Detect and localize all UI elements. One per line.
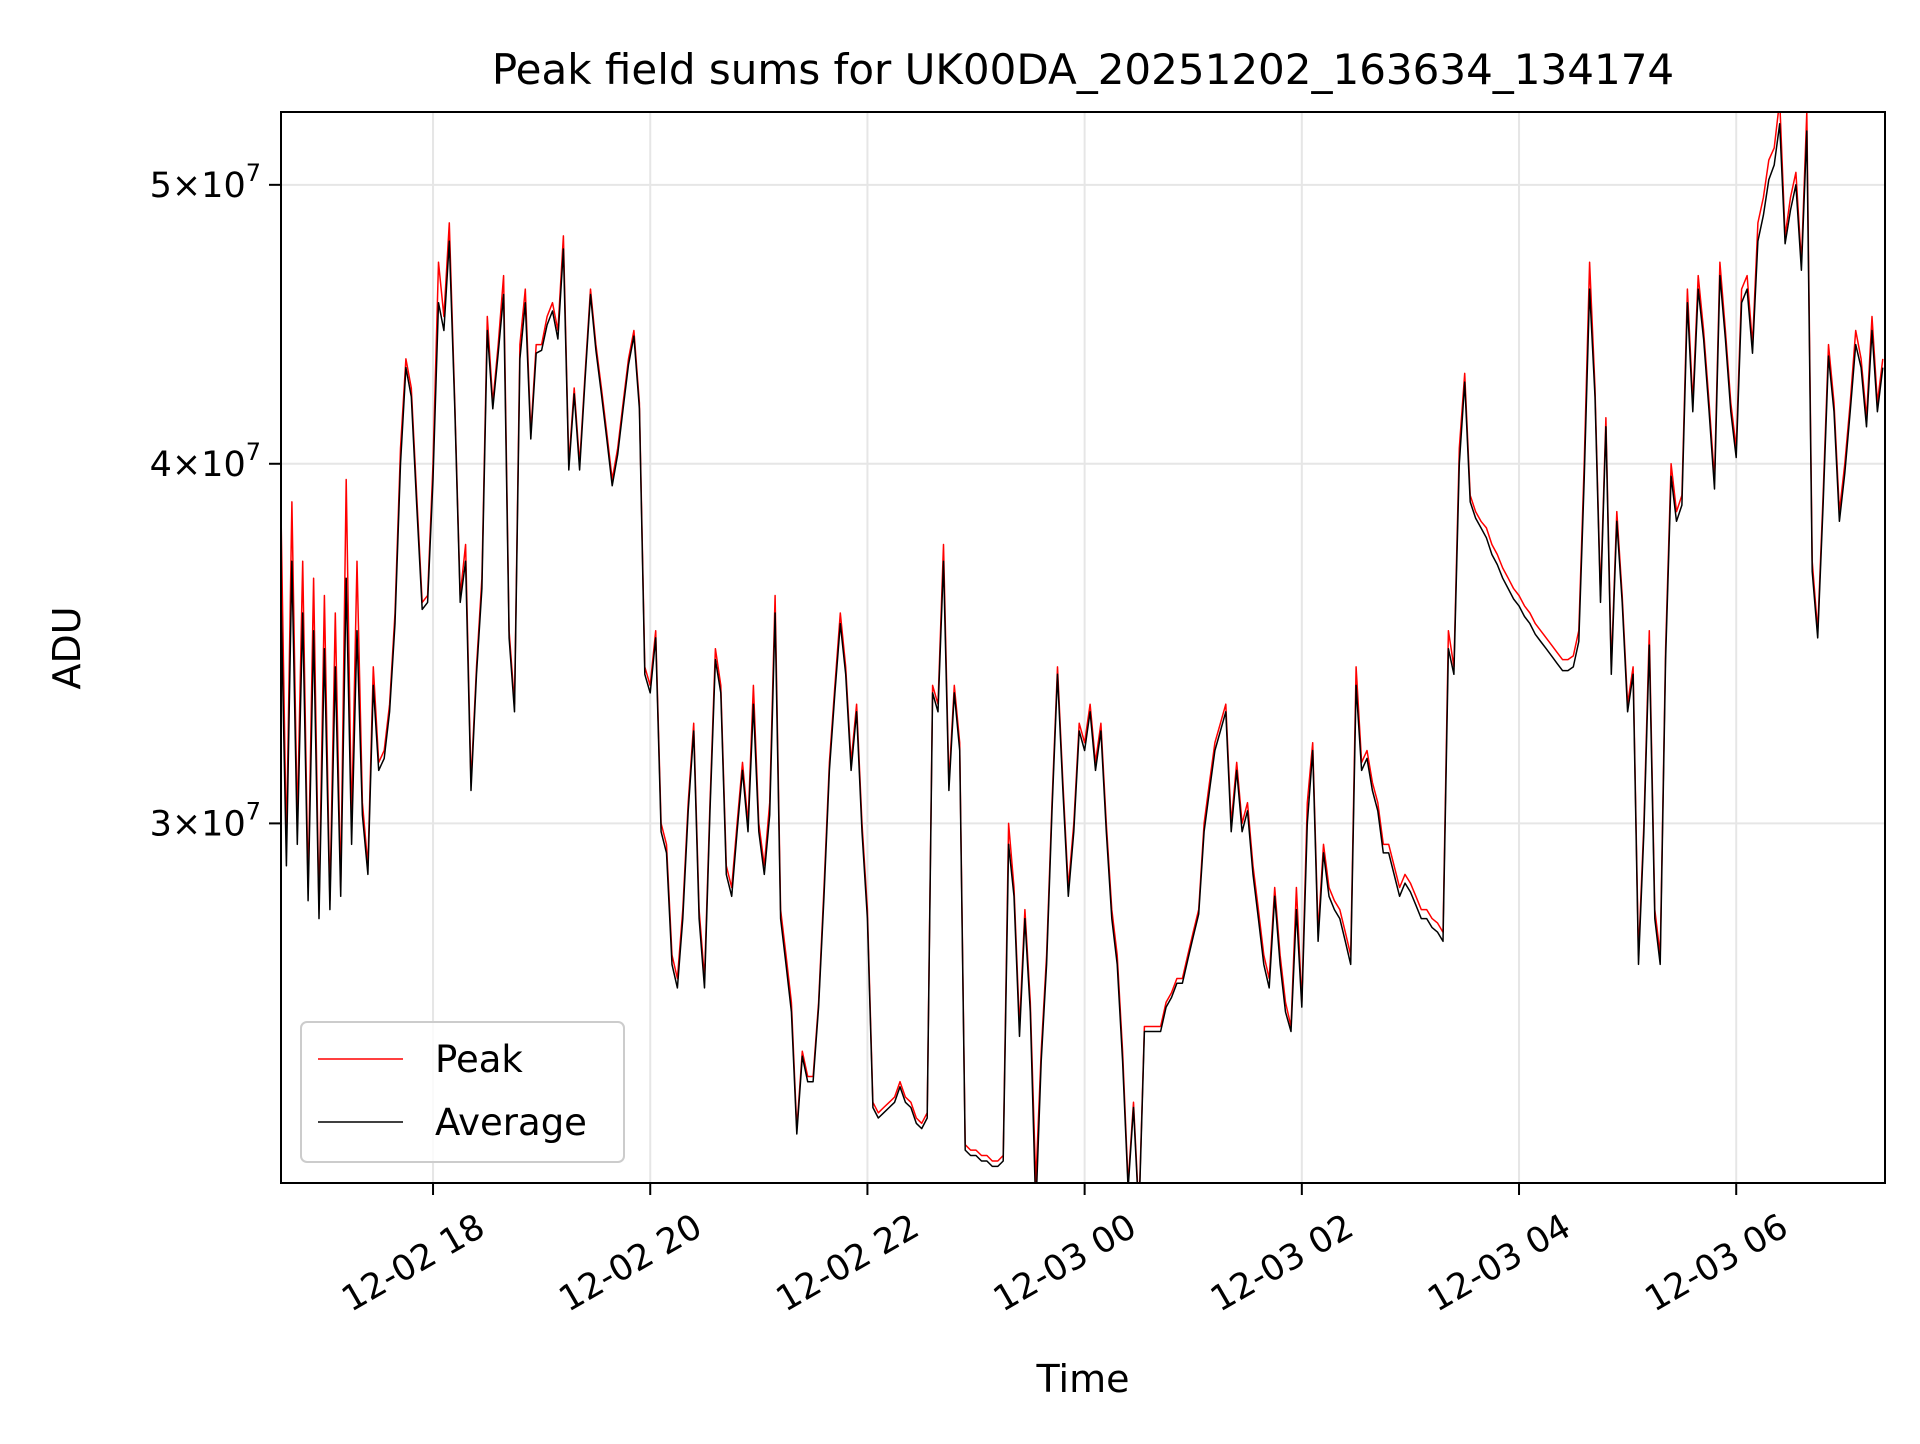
y-tick-mantissa: 4×10 [150,445,246,485]
grid-layer [281,112,1885,1183]
chart-title: Peak field sums for UK00DA_20251202_1636… [492,45,1674,94]
y-tick-mantissa: 5×10 [150,166,246,206]
legend: Peak Average [300,1021,625,1163]
plot-frame [280,111,1886,1184]
y-tick-exponent: 7 [246,159,261,187]
series-line-average [281,123,1884,1183]
y-tick-label: 5×107 [150,159,261,206]
y-tick-label: 3×107 [150,797,261,844]
legend-label-peak: Peak [435,1038,523,1081]
y-tick-mantissa: 3×10 [150,804,246,844]
y-tick-exponent: 7 [246,438,261,466]
series-layer [281,112,1884,1183]
y-tick-exponent: 7 [246,797,261,825]
legend-label-average: Average [435,1101,587,1144]
y-axis-label: ADU [45,606,89,689]
legend-box [300,1021,625,1163]
y-tick-label: 4×107 [150,438,261,485]
x-axis-label: Time [1036,1357,1130,1401]
